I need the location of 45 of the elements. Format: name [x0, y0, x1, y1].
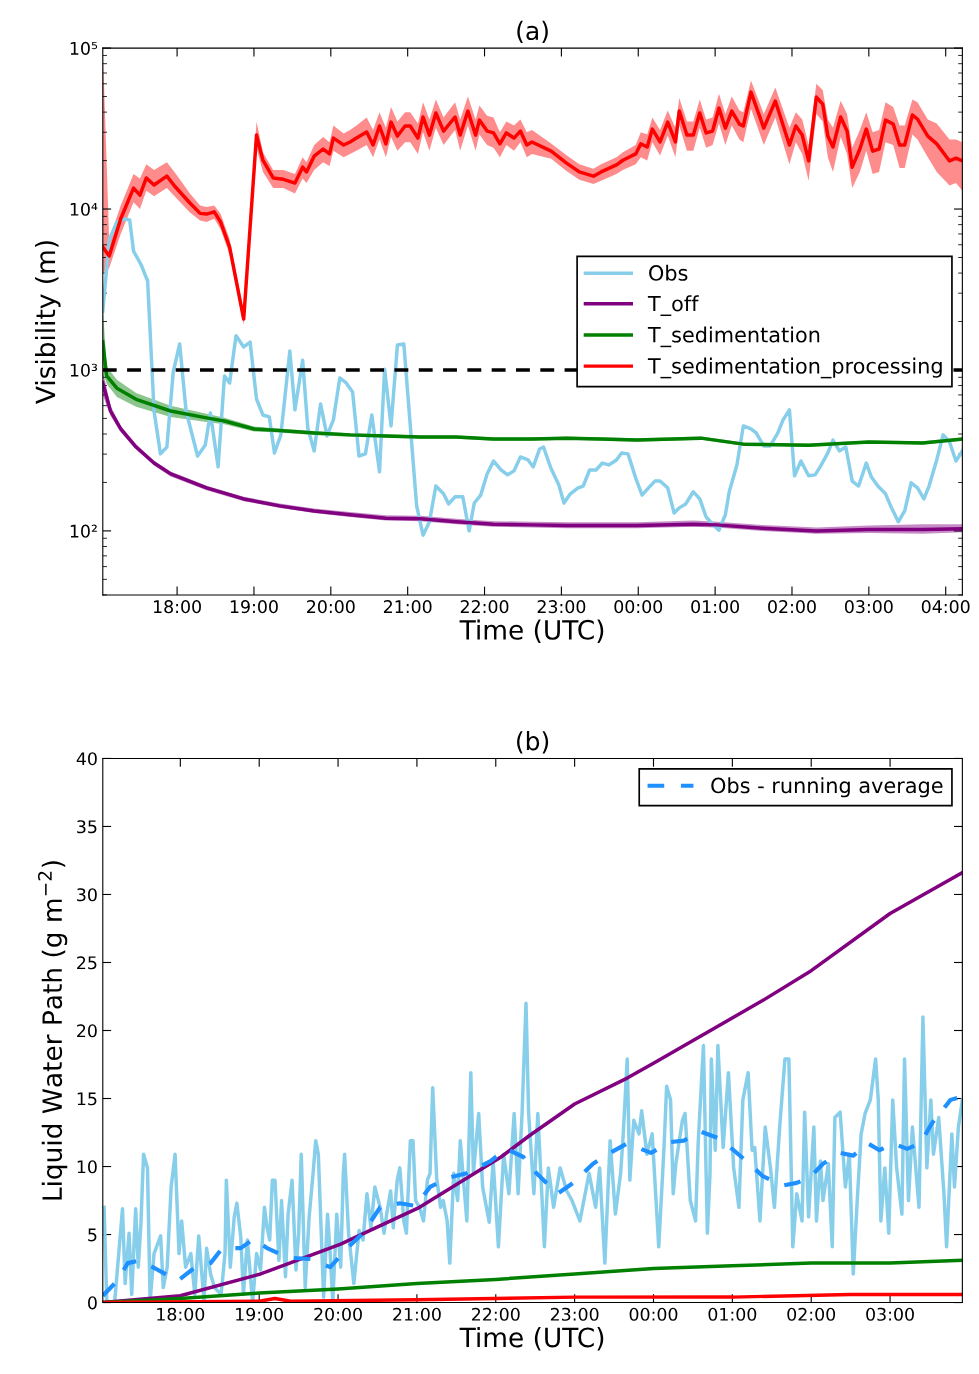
x-tick-label: 02:00: [768, 600, 816, 614]
y-tick-label: 15: [77, 1092, 97, 1106]
x-tick-label: 18:00: [157, 1307, 205, 1321]
chart-title: (a): [517, 20, 548, 44]
x-tick-label: 04:00: [921, 600, 970, 614]
x-tick-label: 20:00: [314, 1307, 362, 1321]
y-tick-label: 40: [76, 752, 97, 766]
x-tick-label: 01:00: [708, 1307, 757, 1321]
legend-label: T_sedimentation: [647, 326, 820, 348]
legend-label: Obs - running average: [711, 777, 943, 798]
x-tick-label: 21:00: [383, 600, 432, 614]
y-axis-title: Visibility (m): [35, 241, 61, 404]
x-axis-title: Time (UTC): [459, 619, 604, 643]
y-tick-label: 10³: [70, 363, 98, 377]
x-tick-label: 19:00: [236, 1307, 284, 1321]
y-tick-label: 25: [77, 956, 97, 970]
y-tick-label: 5: [88, 1228, 97, 1242]
x-tick-label: 19:00: [230, 600, 278, 614]
x-tick-label: 22:00: [460, 600, 509, 614]
x-tick-label: 02:00: [787, 1307, 836, 1321]
x-tick-label: 20:00: [307, 600, 355, 614]
x-tick-label: 23:00: [537, 600, 586, 614]
x-tick-label: 18:00: [153, 600, 201, 614]
x-tick-label: 03:00: [866, 1307, 914, 1321]
y-tick-label: 10²: [70, 524, 97, 538]
y-tick-label: 20: [77, 1024, 97, 1038]
x-tick-label: 21:00: [393, 1307, 441, 1321]
legend-label: Obs: [649, 264, 688, 281]
y-tick-label: 10⁴: [70, 202, 98, 216]
legend-label: T_off: [647, 295, 699, 317]
y-tick-label: 10⁵: [70, 41, 98, 55]
legend-label: T_sedimentation_processing: [647, 357, 942, 379]
chart-title: (b): [517, 731, 549, 754]
y-tick-label: 30: [77, 888, 97, 902]
y-axis-title: Liquid Water Path (g m$^{−2}$): [37, 861, 68, 1200]
x-tick-label: 00:00: [614, 600, 663, 614]
x-tick-label: 00:00: [629, 1307, 678, 1321]
x-axis-title: Time (UTC): [459, 1326, 604, 1351]
y-tick-label: 35: [77, 820, 97, 834]
x-tick-label: 03:00: [844, 600, 893, 614]
x-tick-label: 23:00: [550, 1307, 599, 1321]
y-tick-label: 10: [77, 1160, 97, 1174]
x-tick-label: 01:00: [691, 600, 739, 614]
x-tick-label: 22:00: [472, 1307, 520, 1321]
y-tick-label: 0: [88, 1296, 97, 1310]
